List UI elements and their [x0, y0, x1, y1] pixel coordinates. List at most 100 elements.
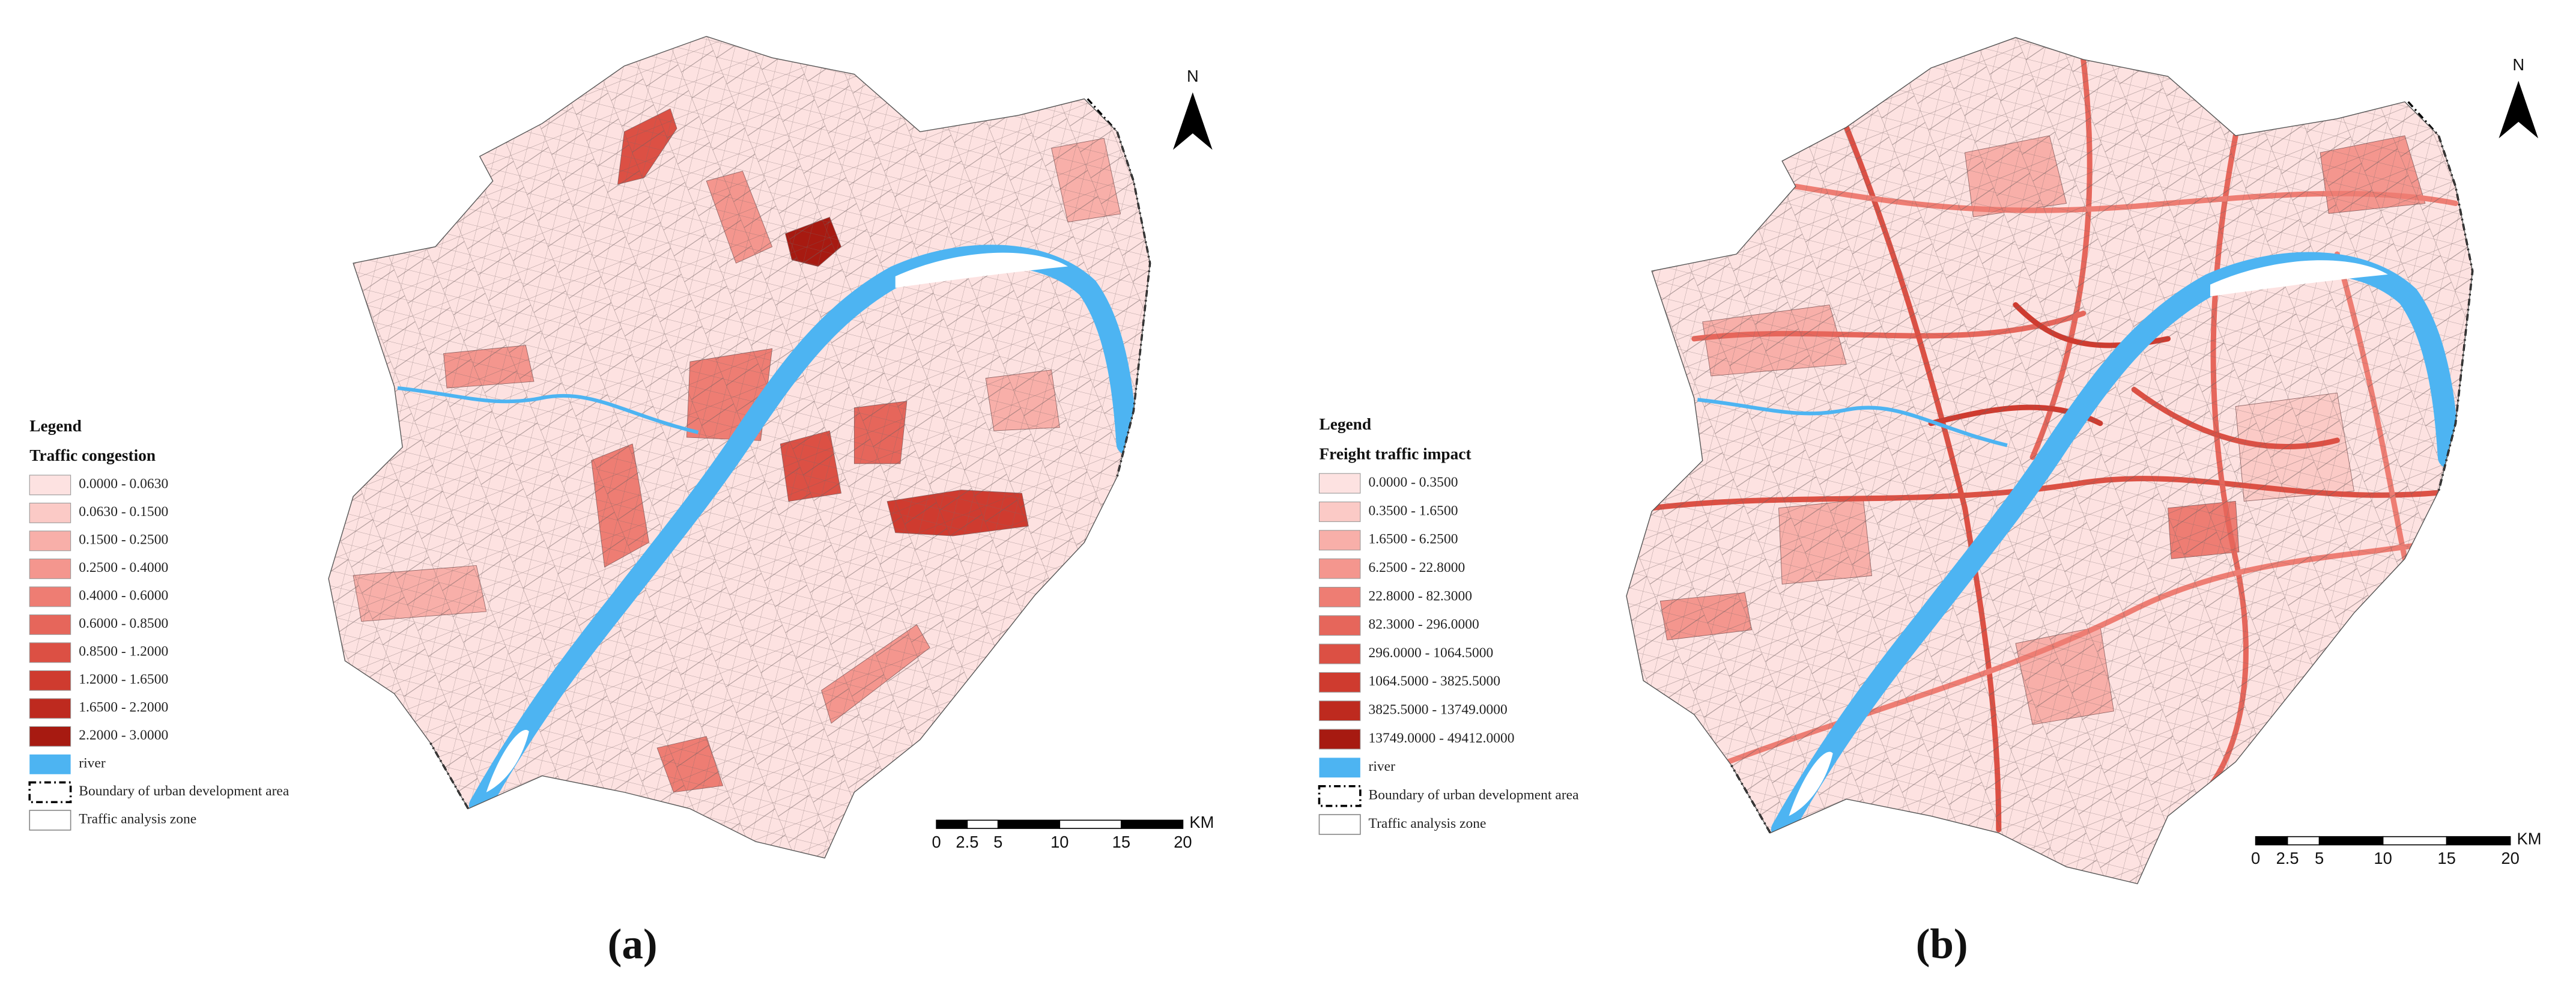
- north-arrow: [1173, 92, 1213, 150]
- legend-label: Boundary of urban development area: [1369, 788, 1580, 803]
- north-arrow: [2499, 80, 2539, 139]
- legend-label: Traffic analysis zone: [1369, 816, 1487, 831]
- legend-label: 6.2500 - 22.8000: [1369, 560, 1465, 575]
- legend-label: 0.0000 - 0.3500: [1369, 475, 1458, 490]
- scale-label: 2.5: [956, 833, 978, 851]
- legend-swatch: [29, 698, 71, 719]
- legend-title: Freight traffic impact: [1319, 445, 1471, 463]
- scale-segment: [997, 819, 1061, 829]
- scale-label: 15: [1112, 833, 1130, 851]
- legend-swatch: [29, 614, 71, 635]
- legend-label: 0.0630 - 0.1500: [79, 504, 168, 520]
- legend-label: Boundary of urban development area: [79, 783, 289, 799]
- legend-swatch: [1318, 615, 1361, 636]
- scale-label: 10: [2374, 849, 2392, 867]
- legend-swatch: [1318, 558, 1361, 579]
- legend-heading: Legend: [1319, 415, 1371, 433]
- scale-segment: [2318, 836, 2384, 846]
- scale-segment: [1059, 819, 1122, 829]
- legend-swatch: [1318, 586, 1361, 607]
- legend-swatch: [1318, 672, 1361, 693]
- river-branch: [1697, 398, 2008, 448]
- legend-label: 82.3000 - 296.0000: [1369, 617, 1479, 633]
- scale-label: 5: [2315, 849, 2324, 867]
- legend-swatch: [1318, 729, 1361, 750]
- scale-segment: [2287, 836, 2320, 846]
- legend-swatch: [29, 726, 71, 747]
- legend-swatch: [29, 530, 71, 551]
- legend-title: Traffic congestion: [29, 446, 156, 464]
- legend-swatch: [1318, 501, 1361, 522]
- panel-label: (a): [608, 921, 658, 968]
- legend-label: 0.8500 - 1.2000: [79, 644, 168, 660]
- north-label: N: [2512, 55, 2524, 74]
- map: [1626, 37, 2474, 884]
- scale-label: 2.5: [2276, 849, 2299, 867]
- legend-label: 296.0000 - 1064.5000: [1369, 645, 1494, 661]
- legend-label: river: [1369, 759, 1396, 774]
- legend-label: 0.1500 - 0.2500: [79, 532, 168, 548]
- scale-label: 0: [932, 833, 941, 851]
- legend-label: 2.2000 - 3.0000: [79, 727, 168, 743]
- scale-segment: [966, 819, 999, 829]
- scale-unit: KM: [2517, 829, 2542, 848]
- panel-label: (b): [1916, 921, 1968, 968]
- legend-swatch: [29, 586, 71, 607]
- scale-segment: [2446, 836, 2511, 846]
- scale-label: 20: [1174, 833, 1192, 851]
- legend-label: 1064.5000 - 3825.5000: [1369, 673, 1500, 689]
- legend-swatch: [1319, 758, 1360, 778]
- scale-segment: [2255, 836, 2288, 846]
- legend-label: 0.4000 - 0.6000: [79, 588, 168, 604]
- legend-label: river: [79, 756, 106, 771]
- map-outline: [328, 35, 1151, 859]
- legend-label: 0.2500 - 0.4000: [79, 560, 168, 575]
- scale-label: 20: [2501, 849, 2519, 867]
- legend-swatch: [1318, 473, 1361, 494]
- scale-label: 15: [2437, 849, 2455, 867]
- map-outline: [1626, 37, 2473, 884]
- legend-label: 1.2000 - 1.6500: [79, 672, 168, 687]
- scale-unit: KM: [1189, 813, 1214, 831]
- legend-heading: Legend: [29, 417, 82, 435]
- legend-swatch: [28, 781, 72, 804]
- river-island: [486, 730, 529, 792]
- river-island: [1789, 752, 1833, 816]
- legend-swatch: [29, 810, 71, 831]
- map-body: [329, 36, 1150, 858]
- river: [468, 244, 1138, 816]
- map: [328, 35, 1151, 859]
- scale-label: 5: [993, 833, 1002, 851]
- legend-swatch: [1318, 700, 1361, 721]
- legend-swatch: [1318, 643, 1361, 664]
- legend-label: 1.6500 - 2.2000: [79, 700, 168, 715]
- legend-label: 0.0000 - 0.0630: [79, 476, 168, 492]
- river: [1771, 252, 2460, 841]
- legend-swatch: [29, 475, 71, 496]
- river-island: [2210, 260, 2388, 297]
- scale-segment: [2382, 836, 2447, 846]
- legend-label: 13749.0000 - 49412.0000: [1369, 730, 1515, 746]
- river-island: [895, 252, 1068, 288]
- legend-swatch: [1318, 785, 1362, 807]
- scale-label: 0: [2251, 849, 2260, 867]
- scale-segment: [936, 819, 968, 829]
- legend-label: 3825.5000 - 13749.0000: [1369, 702, 1508, 718]
- map-body: [1626, 37, 2473, 884]
- legend-swatch: [1318, 530, 1361, 551]
- scale-label: 10: [1050, 833, 1068, 851]
- legend-label: 1.6500 - 6.2500: [1369, 532, 1458, 547]
- legend-label: 0.6000 - 0.8500: [79, 616, 168, 631]
- north-label: N: [1187, 67, 1199, 85]
- legend-swatch: [29, 670, 71, 691]
- legend-label: Traffic analysis zone: [79, 812, 196, 827]
- legend-swatch: [29, 502, 71, 523]
- legend-swatch: [29, 754, 71, 774]
- scale-segment: [1121, 819, 1184, 829]
- legend-swatch: [29, 558, 71, 579]
- legend-swatch: [1318, 814, 1361, 835]
- legend-label: 22.8000 - 82.3000: [1369, 588, 1472, 604]
- river-branch: [397, 386, 699, 434]
